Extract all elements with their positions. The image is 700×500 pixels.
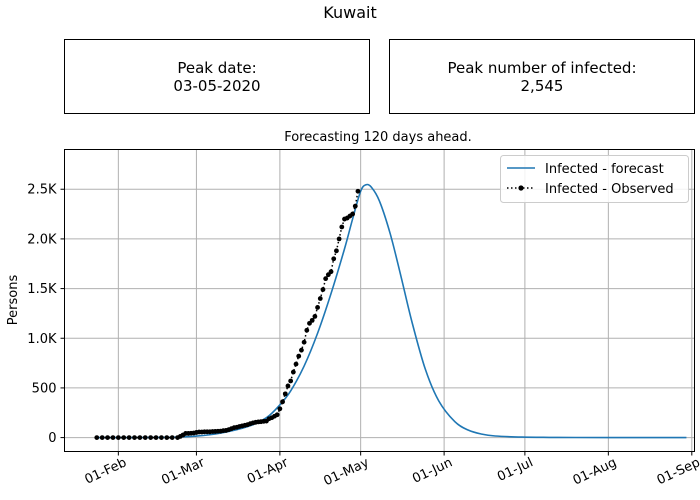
observed-point	[105, 435, 110, 440]
x-tick-label: 01-Mar	[159, 455, 207, 488]
observed-point	[142, 435, 148, 440]
x-tick-label: 01-Jun	[410, 455, 455, 486]
series-layer	[94, 183, 687, 440]
y-tick-label: 500	[32, 381, 57, 396]
x-tick-label: 01-Jul	[495, 455, 535, 485]
observed-point	[290, 369, 296, 375]
x-tick-label: 01-May	[321, 455, 371, 489]
legend-observed-marker	[518, 185, 524, 191]
peak-date-value: 03-05-2020	[173, 76, 261, 95]
observed-point	[309, 317, 315, 323]
observed-point	[331, 256, 337, 262]
observed-line	[96, 191, 359, 439]
observed-point	[288, 378, 294, 384]
observed-point	[115, 435, 121, 440]
y-tick-label: 1.0K	[27, 332, 57, 347]
forecast-line	[96, 183, 687, 439]
observed-point	[159, 435, 164, 440]
observed-point	[336, 236, 342, 242]
observed-point	[317, 296, 323, 301]
legend-observed-label: Infected - Observed	[545, 182, 674, 197]
observed-point	[274, 412, 280, 418]
observed-point	[99, 435, 105, 440]
y-tick-label: 2.0K	[27, 232, 57, 247]
x-tick-label: 01-Aug	[571, 455, 619, 488]
observed-point	[153, 435, 159, 440]
grid	[64, 149, 695, 452]
y-tick-label: 1.5K	[27, 282, 57, 297]
y-tick-label: 0	[48, 431, 56, 446]
observed-point	[126, 435, 132, 440]
observed-point	[164, 435, 170, 440]
observed-point	[94, 435, 100, 440]
peak-date-box: Peak date: 03-05-2020	[64, 39, 370, 114]
observed-point	[355, 188, 361, 194]
observed-point	[320, 287, 326, 292]
peak-date-label: Peak date:	[177, 58, 257, 77]
y-axis-title: Persons	[6, 275, 21, 326]
y-tick-label: 2.5K	[27, 183, 57, 198]
observed-point	[277, 406, 283, 412]
observed-point	[334, 248, 339, 254]
chart-title: Forecasting 120 days ahead.	[284, 130, 472, 145]
observed-point	[280, 399, 285, 405]
observed-point	[296, 353, 302, 359]
observed-point	[282, 391, 288, 397]
observed-point	[110, 435, 116, 440]
plot-frame	[64, 149, 695, 452]
observed-point	[301, 339, 307, 345]
observed-point	[293, 361, 299, 367]
observed-point	[312, 313, 318, 319]
legend-forecast-label: Infected - forecast	[545, 162, 664, 177]
observed-point	[285, 383, 291, 389]
observed-point	[352, 203, 358, 209]
observed-point	[169, 435, 175, 440]
observed-point	[315, 305, 320, 310]
observed-point	[299, 347, 304, 353]
observed-point	[148, 435, 154, 440]
axes: 01-Feb 01-Mar 01-Apr 01-May 01-Jun 01-Jul 01-A…	[27, 183, 700, 489]
peak-infected-value: 2,545	[520, 76, 564, 95]
observed-point	[339, 224, 345, 230]
figure-title: Kuwait	[323, 3, 377, 22]
observed-point	[132, 435, 137, 440]
x-tick-label: 01-Apr	[245, 455, 291, 487]
observed-point	[323, 276, 329, 282]
x-tick-label: 01-Feb	[83, 455, 129, 487]
legend-frame	[500, 155, 689, 203]
peak-infected-label: Peak number of infected:	[447, 58, 637, 77]
x-tick-label: 01-Sep	[655, 455, 700, 488]
observed-point	[121, 435, 127, 440]
observed-point	[137, 435, 143, 440]
observed-point	[350, 211, 355, 217]
observed-point	[328, 269, 334, 275]
legend: Infected - forecast Infected - Observed	[500, 155, 689, 203]
observed-point	[304, 327, 310, 333]
peak-infected-box: Peak number of infected: 2,545	[389, 39, 695, 114]
